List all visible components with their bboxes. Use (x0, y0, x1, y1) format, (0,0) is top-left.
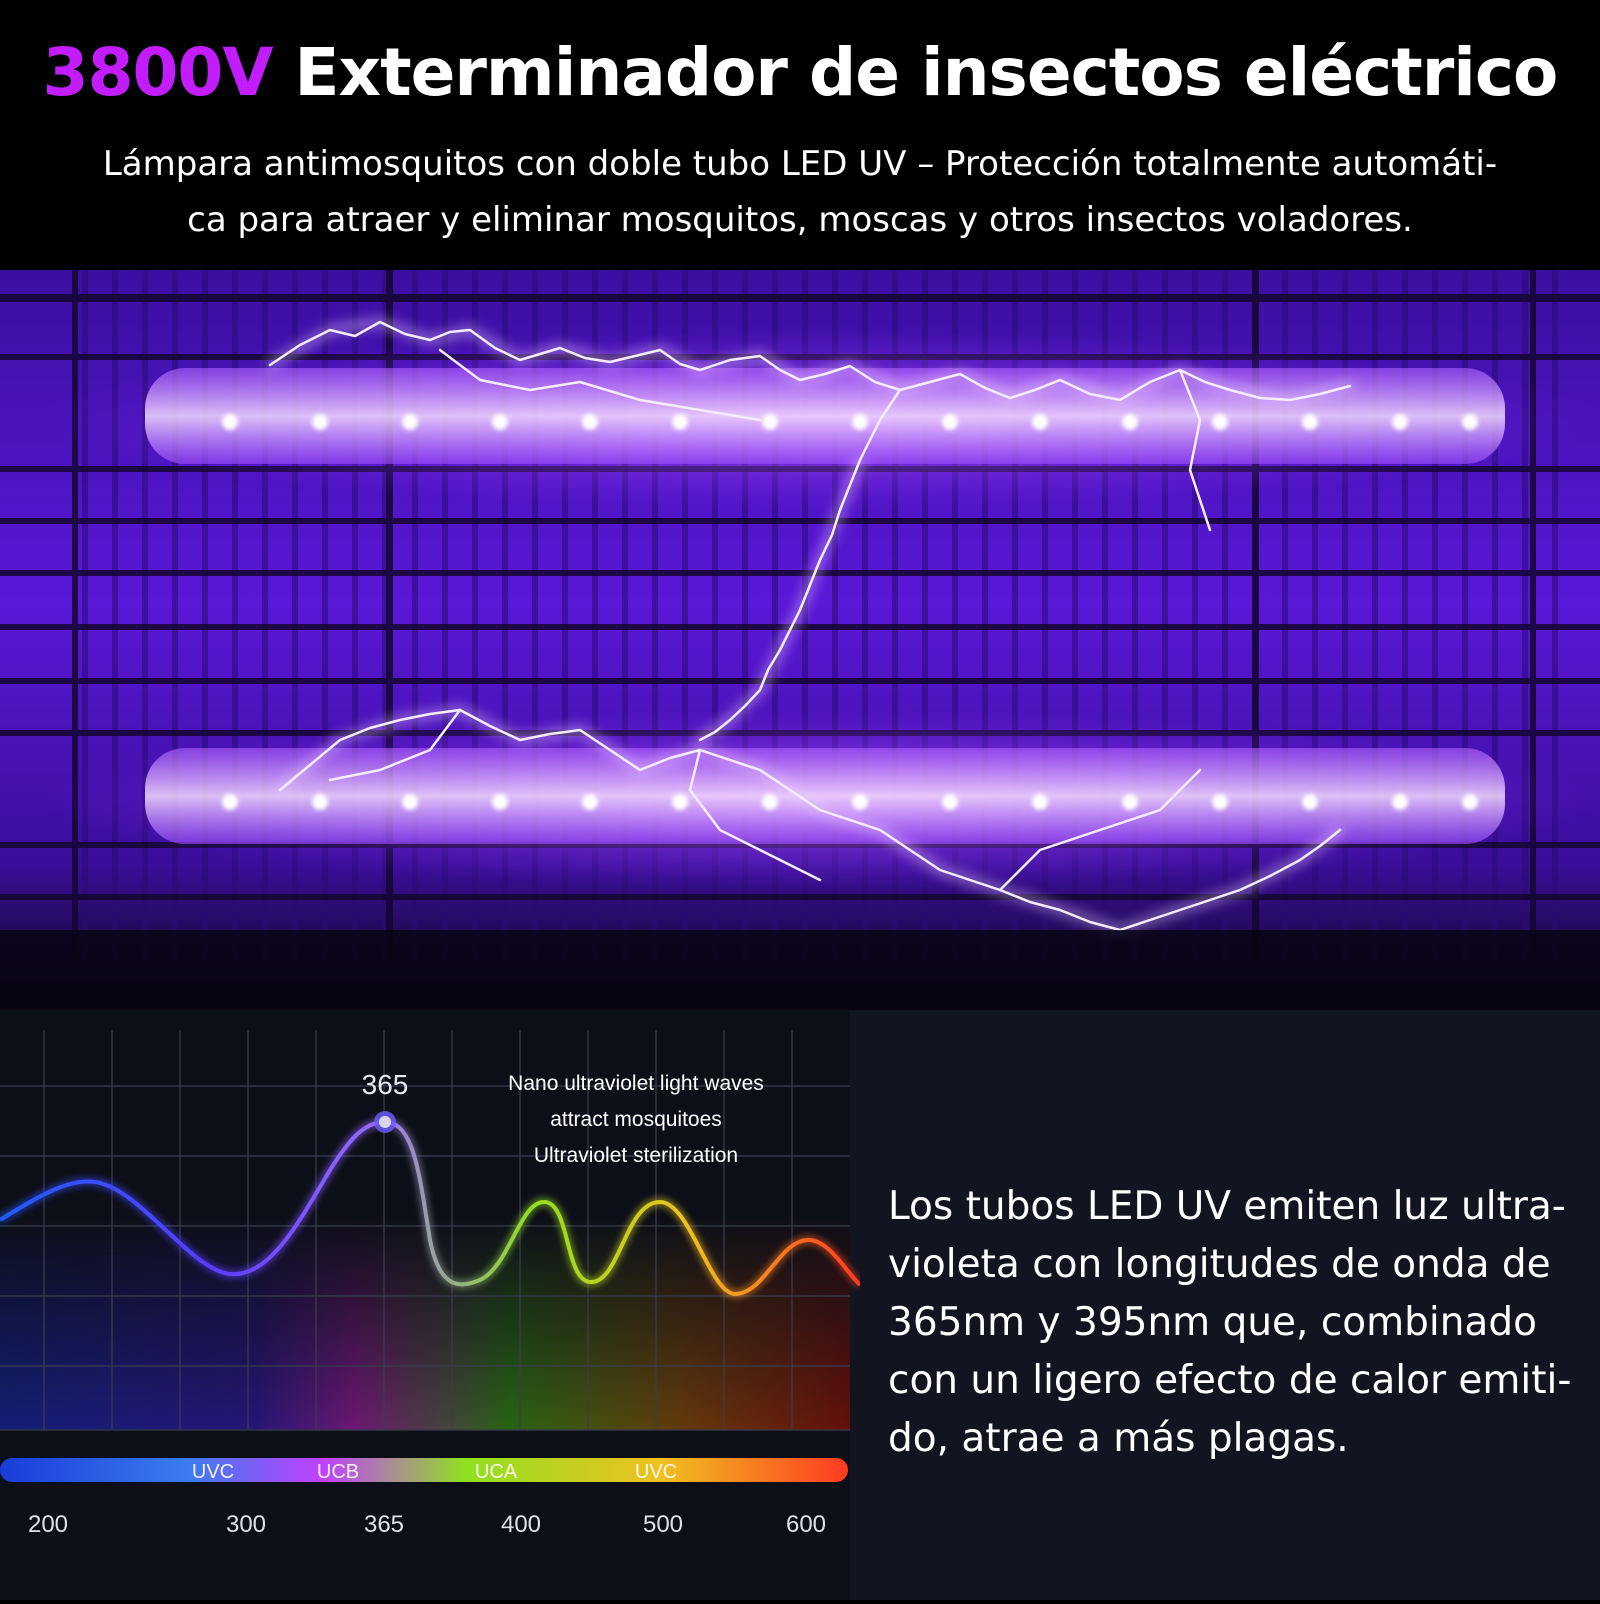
peak-label: 365 (362, 1069, 409, 1100)
tick-label-600: 600 (786, 1511, 826, 1538)
spectrum-band-bar (0, 1458, 848, 1482)
spectrum-svg: 365 Nano ultraviolet light waves attract… (0, 1010, 864, 1600)
annotation-line-3: Ultraviolet sterilization (534, 1144, 738, 1167)
tick-label-400: 400 (501, 1511, 541, 1538)
tick-label-200: 200 (28, 1511, 68, 1538)
band-label-ucb: UCB (317, 1461, 359, 1483)
subtitle-line-2: ca para atraer y eliminar mosquitos, mos… (187, 200, 1413, 240)
description-text: Los tubos LED UV emiten luz ultra- viole… (888, 1184, 1572, 1461)
subtitle-line-1: Lámpara antimosquitos con doble tubo LED… (102, 144, 1498, 184)
tick-label-500: 500 (643, 1511, 683, 1538)
annotation: Nano ultraviolet light waves attract mos… (508, 1072, 764, 1167)
uv-tubes-image (0, 270, 1600, 1010)
uv-spectrum-chart: 365 Nano ultraviolet light waves attract… (0, 1010, 864, 1600)
band-label-uvc-2: UVC (635, 1461, 677, 1483)
product-photo (0, 270, 1600, 1010)
annotation-line-2: attract mosquitoes (550, 1108, 722, 1131)
uv-tube-top (145, 368, 1505, 464)
spectrum-wave (0, 1119, 862, 1297)
voltage-highlight: 3800V (42, 34, 274, 111)
subtitle: Lámpara antimosquitos con doble tubo LED… (40, 136, 1560, 248)
header-banner: 3800V Exterminador de insectos eléctrico… (0, 0, 1600, 270)
page-title: 3800V Exterminador de insectos eléctrico (0, 28, 1600, 118)
band-label-uca: UCA (475, 1461, 518, 1483)
uv-tube-bottom (145, 748, 1505, 844)
annotation-line-1: Nano ultraviolet light waves (508, 1072, 764, 1095)
tick-label-300: 300 (226, 1511, 266, 1538)
band-label-uvc: UVC (192, 1461, 234, 1483)
title-text: Exterminador de insectos eléctrico (294, 34, 1558, 111)
electric-arcs (265, 317, 1355, 935)
tick-label-365: 365 (364, 1511, 404, 1538)
